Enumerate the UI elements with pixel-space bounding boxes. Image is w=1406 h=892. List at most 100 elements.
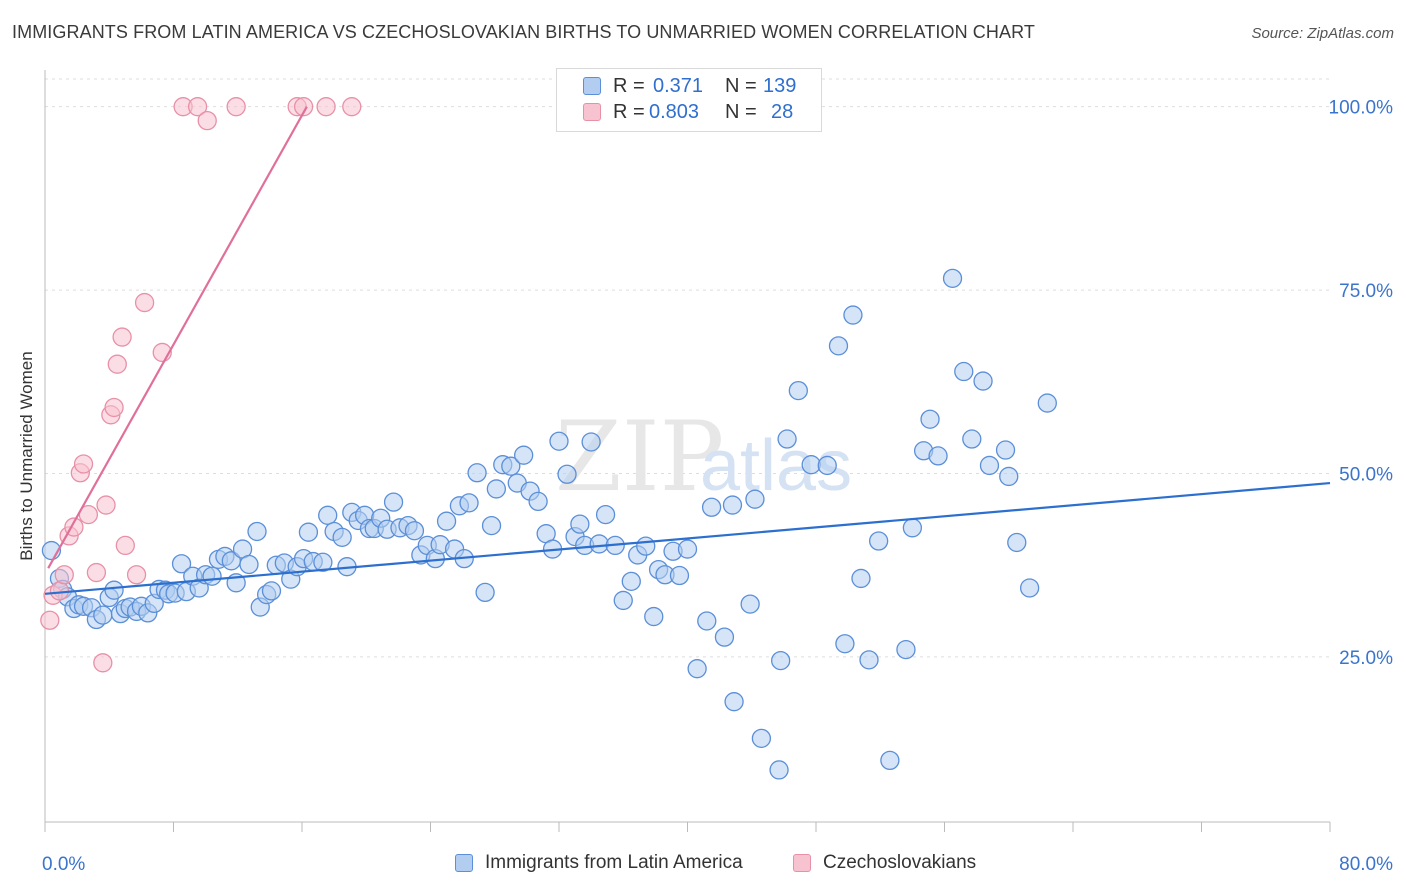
data-point-czechoslovakians (93, 653, 113, 673)
data-point-immigrants (777, 429, 797, 449)
data-point-immigrants (896, 639, 916, 660)
axis-layer (44, 70, 1331, 832)
data-point-immigrants (332, 527, 352, 547)
data-point-immigrants (843, 305, 863, 325)
data-point-immigrants (1007, 532, 1027, 553)
data-point-czechoslovakians (226, 97, 246, 117)
data-point-immigrants (835, 634, 855, 654)
data-point-immigrants (486, 479, 507, 499)
data-point-immigrants (828, 336, 849, 356)
x-tick-label: 80.0% (1339, 854, 1393, 875)
data-point-immigrants (954, 361, 974, 382)
data-point-immigrants (669, 565, 690, 586)
data-point-immigrants (581, 432, 601, 452)
data-point-czechoslovakians (115, 535, 135, 556)
data-point-immigrants (880, 750, 900, 771)
data-point-immigrants (621, 571, 641, 592)
bottom-legend-swatch-pink (793, 854, 811, 872)
legend-n-label: N = (725, 101, 757, 123)
tick-label-layer: 25.0% 50.0% 75.0% 100.0% 0.0% 80.0% (42, 98, 1393, 875)
data-point-immigrants (644, 606, 664, 627)
data-point-immigrants (1019, 578, 1040, 598)
data-point-czechoslovakians (96, 495, 116, 515)
data-point-immigrants (902, 518, 923, 538)
legend-n-value: 28 (771, 101, 794, 123)
x-tick-label: 0.0% (42, 854, 85, 875)
data-point-immigrants (261, 581, 282, 601)
data-point-immigrants (771, 650, 791, 671)
data-point-immigrants (613, 590, 633, 611)
points-layer (40, 97, 1057, 780)
data-point-immigrants (247, 521, 267, 542)
data-point-immigrants (481, 515, 502, 536)
legend-swatch-pink (583, 103, 601, 121)
data-point-immigrants (928, 446, 948, 466)
legend-n-value: 139 (763, 75, 797, 97)
data-point-czechoslovakians (112, 327, 132, 347)
legend-r-value: 0.803 (649, 101, 700, 123)
legend-r-value: 0.371 (653, 75, 704, 97)
data-point-immigrants (745, 489, 765, 509)
data-point-immigrants (697, 611, 717, 631)
data-point-immigrants (570, 514, 590, 534)
data-point-immigrants (714, 627, 735, 647)
bottom-legend-label: Immigrants from Latin America (485, 852, 743, 873)
y-tick-label: 75.0% (1339, 281, 1393, 302)
data-point-czechoslovakians (126, 565, 147, 585)
data-point-immigrants (528, 491, 548, 512)
data-point-immigrants (239, 554, 259, 575)
data-point-immigrants (436, 511, 457, 531)
legend-swatch-blue (583, 77, 601, 95)
data-point-immigrants (769, 760, 789, 780)
data-point-immigrants (687, 659, 707, 679)
data-point-czechoslovakians (197, 110, 217, 131)
data-point-immigrants (313, 552, 333, 572)
data-point-immigrants (973, 371, 993, 391)
data-point-immigrants (467, 463, 487, 483)
watermark-zip: ZIP (555, 401, 724, 513)
data-point-czechoslovakians (49, 581, 70, 601)
data-point-immigrants (298, 522, 319, 542)
data-point-immigrants (817, 455, 837, 476)
trend-line-czechoslovakians (47, 106, 308, 569)
data-point-immigrants (404, 521, 425, 541)
data-point-immigrants (868, 531, 889, 551)
data-point-immigrants (740, 594, 760, 614)
data-point-immigrants (962, 429, 982, 449)
data-point-immigrants (93, 605, 113, 625)
data-point-immigrants (751, 728, 772, 749)
data-point-immigrants (979, 455, 1000, 476)
data-point-immigrants (995, 440, 1016, 460)
data-point-czechoslovakians (107, 354, 127, 374)
data-point-czechoslovakians (86, 562, 107, 583)
data-point-immigrants (202, 566, 222, 586)
y-tick-label: 100.0% (1329, 98, 1394, 119)
data-point-czechoslovakians (104, 397, 124, 418)
legend-n-label: N = (725, 75, 757, 97)
data-point-immigrants (801, 455, 821, 475)
data-point-immigrants (859, 650, 879, 670)
data-point-immigrants (999, 466, 1019, 487)
data-point-immigrants (383, 492, 404, 512)
data-point-czechoslovakians (316, 97, 336, 117)
data-point-immigrants (501, 456, 521, 476)
data-point-immigrants (595, 504, 616, 525)
data-point-immigrants (1037, 393, 1057, 413)
data-point-czechoslovakians (187, 97, 208, 117)
data-point-immigrants (851, 568, 871, 589)
data-point-immigrants (557, 464, 577, 484)
legend-r-label: R = (613, 75, 645, 97)
correlation-legend: R = 0.371 N = 139 R = 0.803 N = 28 (556, 68, 822, 132)
trend-layer (44, 106, 1331, 595)
data-point-immigrants (788, 380, 808, 401)
data-point-immigrants (636, 536, 656, 556)
bottom-legend-swatch-blue (455, 854, 473, 872)
trend-line-immigrants (44, 481, 1331, 595)
y-tick-label: 25.0% (1339, 648, 1393, 669)
data-point-immigrants (677, 539, 698, 559)
data-point-czechoslovakians (54, 565, 74, 585)
data-point-immigrants (701, 497, 722, 517)
data-point-immigrants (171, 554, 192, 574)
data-point-immigrants (475, 582, 495, 603)
